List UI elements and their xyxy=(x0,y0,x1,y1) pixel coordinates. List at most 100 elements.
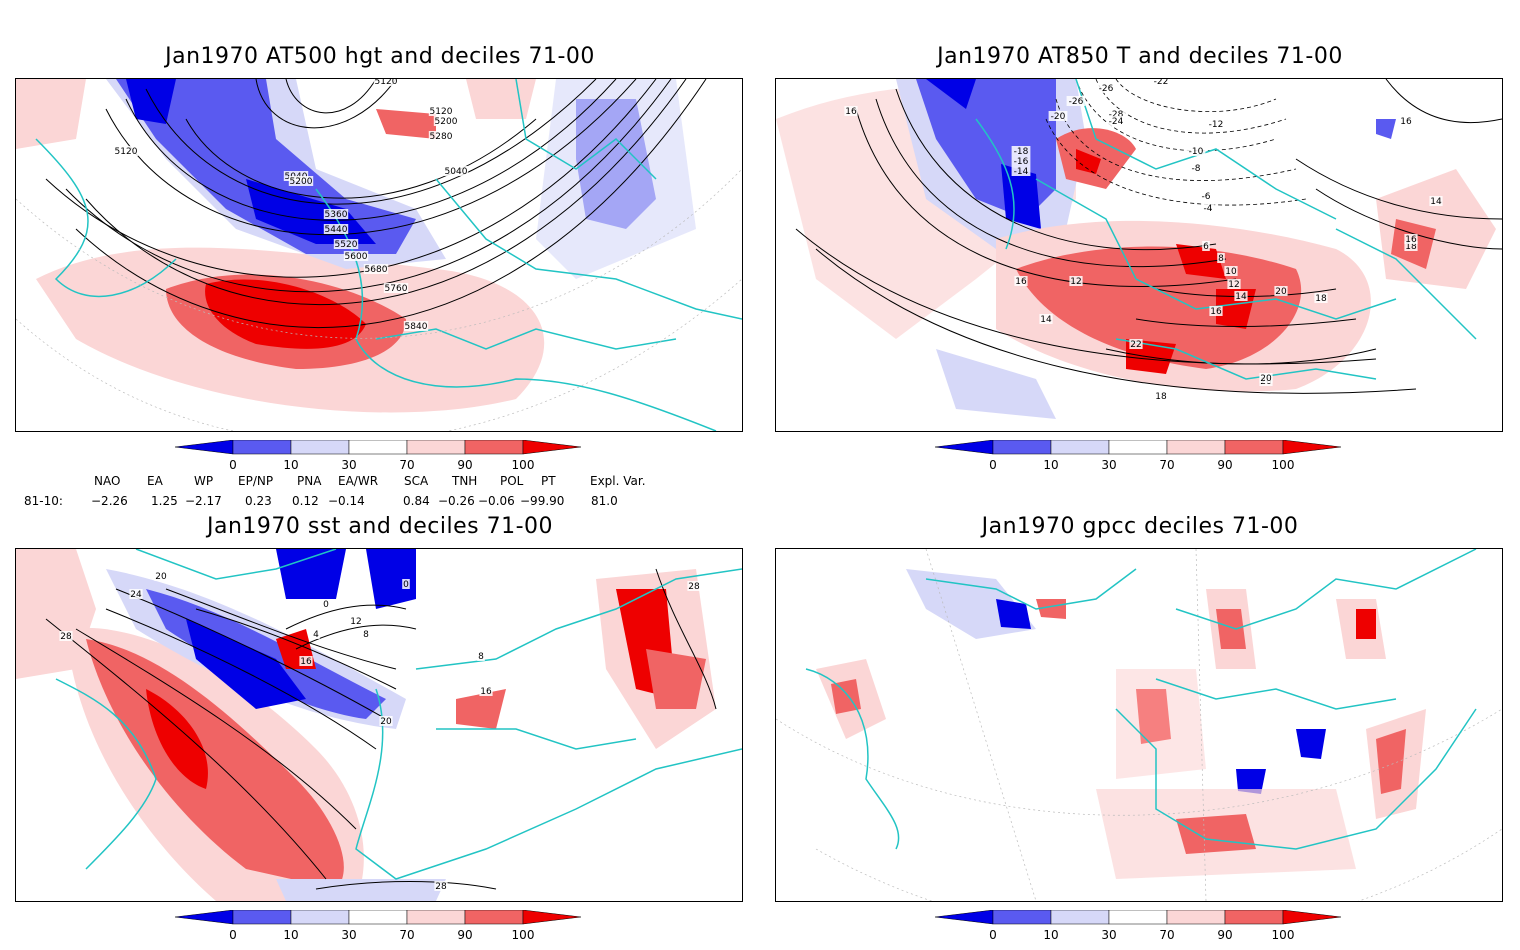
colorbar-label: 90 xyxy=(457,458,473,472)
contour-line xyxy=(875,98,1227,268)
contour-label: -26 xyxy=(1069,97,1084,107)
contour-label-bg xyxy=(443,166,469,176)
contour-label-bg xyxy=(333,239,359,249)
contour-label-bg xyxy=(1186,146,1206,156)
contour-label-bg xyxy=(299,656,313,666)
contour-label: -28 xyxy=(1109,110,1124,120)
colorbar-label: 90 xyxy=(1217,928,1233,942)
contour-line xyxy=(105,608,377,750)
contour-label-bg xyxy=(1154,391,1168,401)
colorbar-label: 10 xyxy=(283,458,299,472)
contour-label-bg xyxy=(113,146,139,156)
contour-label: 28 xyxy=(435,882,447,892)
map-gpcc-canvas xyxy=(776,549,1502,901)
map-t850: 16 16 16 -26 -22 -26 -20 -28 -24 -18 -16 -14 -12 -10-… xyxy=(775,78,1503,432)
contour-line xyxy=(895,88,1217,251)
contour-label: 10 xyxy=(1225,267,1237,277)
colorbar-label: 70 xyxy=(1159,458,1175,472)
contour-label-bg xyxy=(288,176,314,186)
contour-label: -6 xyxy=(1202,192,1211,202)
contour-label: 12 xyxy=(350,617,361,627)
contour-label-bg xyxy=(1224,266,1238,276)
contour-label: 8 xyxy=(363,630,369,640)
shade-region xyxy=(1236,769,1266,794)
shade-region xyxy=(205,279,366,349)
colorbar: 0 10 30 70 90 100 xyxy=(935,440,1355,480)
shade-region xyxy=(376,109,436,139)
contour-label: 16 xyxy=(1015,277,1027,287)
index-header: SCA xyxy=(404,474,429,488)
contour-line xyxy=(65,79,672,293)
shade-region xyxy=(16,79,86,149)
contour-line xyxy=(815,248,1417,394)
contour-line xyxy=(105,79,637,236)
contour-label-bg xyxy=(1206,119,1226,129)
colorbar: 0 10 30 70 90 100 xyxy=(175,910,595,950)
contour-line xyxy=(295,624,417,650)
map-sst: 20 24 28 0 4 8 12 16 20 0 28 28 8 16 xyxy=(15,548,743,902)
contour-label: 5840 xyxy=(405,322,428,332)
contour-label: -16 xyxy=(1014,157,1029,167)
contour-label-bg xyxy=(1429,196,1443,206)
contour-line xyxy=(1295,158,1502,220)
contour-line xyxy=(1315,188,1502,250)
contour-label: 16 xyxy=(1210,307,1222,317)
index-header: Expl. Var. xyxy=(590,474,646,488)
contour-label-bg xyxy=(1011,156,1031,166)
index-value: −99.90 xyxy=(520,494,565,508)
grid-line xyxy=(1195,549,1207,901)
contour-label: 5280 xyxy=(430,132,453,142)
contour-label-bg xyxy=(1106,109,1126,119)
colorbar-label: 0 xyxy=(229,458,237,472)
colorbar-swatch xyxy=(232,440,292,455)
shade-region xyxy=(536,79,696,279)
colorbar-label: 10 xyxy=(283,928,299,942)
contour-label: 5440 xyxy=(325,225,348,235)
contour-line-negative xyxy=(1095,79,1287,134)
contour-label-bg xyxy=(59,631,73,641)
shade-region xyxy=(1116,669,1206,779)
contour-label-bg xyxy=(402,579,410,589)
contour-label-bg xyxy=(1096,83,1116,93)
colorbar-swatch xyxy=(1166,440,1226,455)
contour-label-bg xyxy=(1011,166,1031,176)
colorbar-label: 70 xyxy=(399,928,415,942)
contour-label: 20 xyxy=(1260,374,1272,384)
panel-title-t850: Jan1970 AT850 T and deciles 71-00 xyxy=(937,44,1343,69)
colorbar-label: 100 xyxy=(511,928,535,942)
index-value: −2.17 xyxy=(185,494,222,508)
colorbar-label: 90 xyxy=(457,928,473,942)
map-hgt500: 5040504051205120512052005200528053605440… xyxy=(15,78,743,432)
contour-label-bg xyxy=(433,116,459,126)
contour-line xyxy=(165,588,397,670)
contour-label-bg xyxy=(383,283,409,293)
contour-label: 5680 xyxy=(365,265,388,275)
colorbar-swatch xyxy=(348,910,408,925)
contour-label-bg xyxy=(1234,291,1248,301)
contour-label: 24 xyxy=(130,590,142,600)
contour-label: -4 xyxy=(1204,204,1213,214)
colorbar-swatch xyxy=(290,910,350,925)
colorbar-swatch xyxy=(348,440,408,455)
colorbar-swatch xyxy=(464,910,524,925)
contour-label-bg xyxy=(129,589,143,599)
shade-region xyxy=(936,349,1056,419)
index-header: NAO xyxy=(94,474,121,488)
contour-label-bg xyxy=(312,629,320,639)
colorbar-swatches xyxy=(175,440,582,455)
contour-label: -24 xyxy=(1109,117,1124,127)
contour-label-bg xyxy=(379,716,393,726)
index-value: 0.23 xyxy=(245,494,272,508)
contour-label-bg xyxy=(477,651,485,661)
colorbar: 0 10 30 70 90 100 xyxy=(935,910,1355,950)
index-header: EA/WR xyxy=(338,474,379,488)
contour-label: 14 xyxy=(1430,197,1442,207)
contour-label-bg xyxy=(323,224,349,234)
shade-region xyxy=(831,679,861,714)
coastline xyxy=(436,728,637,750)
contour-label-bg xyxy=(1274,286,1288,296)
colorbar-swatch xyxy=(1282,910,1342,925)
contour-label: 18 xyxy=(1405,242,1417,252)
index-value: 1.25 xyxy=(151,494,178,508)
index-header: POL xyxy=(500,474,524,488)
